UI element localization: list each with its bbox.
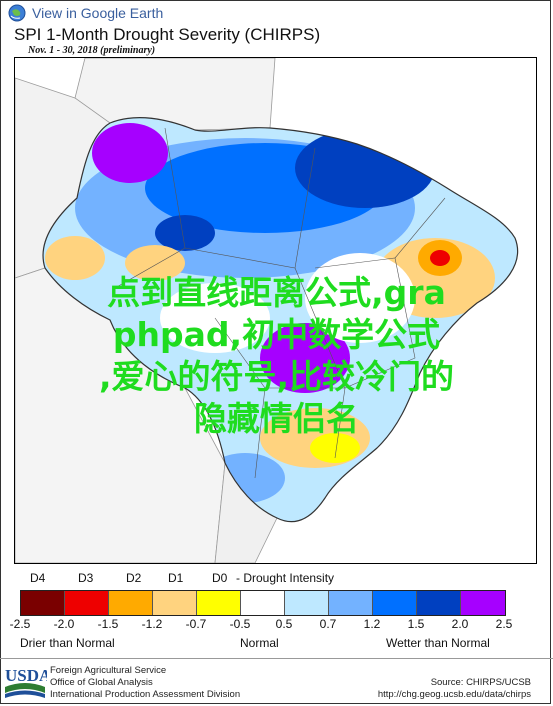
drought-map	[14, 57, 537, 564]
legend-swatch-9	[417, 591, 461, 615]
legend-tick-label: -0.7	[185, 617, 207, 631]
neighbor-country-north	[74, 58, 276, 131]
svg-text:USDA: USDA	[5, 666, 47, 685]
legend-tick-label: -0.5	[229, 617, 251, 631]
legend-tick-label: -1.5	[97, 617, 119, 631]
drought-class-d0: D0	[212, 571, 228, 585]
overlay-line: 隐藏情侣名	[194, 399, 359, 438]
legend-swatch-6	[285, 591, 329, 615]
legend-tick-label: 0.7	[319, 617, 337, 631]
agency-block: Foreign Agricultural Service Office of G…	[50, 665, 240, 701]
legend-tick-label: -2.5	[9, 617, 31, 631]
drought-intensity-caption: - Drought Intensity	[236, 571, 335, 585]
overlay-line: phpad,初中数学公式	[112, 315, 441, 354]
drought-class-d2: D2	[126, 571, 142, 585]
drought-class-d3: D3	[78, 571, 94, 585]
legend-swatch-4	[197, 591, 241, 615]
legend-swatch-2	[109, 591, 153, 615]
legend-tick-label: 2.5	[495, 617, 513, 631]
legend-swatch-5	[241, 591, 285, 615]
legend-swatch-1	[65, 591, 109, 615]
legend-category-labels: Drier than Normal Normal Wetter than Nor…	[0, 636, 553, 652]
legend-swatch-8	[373, 591, 417, 615]
footer: USDA Foreign Agricultural Service Office…	[0, 658, 553, 705]
source-line: Source: CHIRPS/UCSB	[430, 677, 531, 688]
overlay-line: 点到直线距离公式,gra	[107, 273, 446, 312]
legend-swatch-10	[461, 591, 505, 615]
agency-line: Foreign Agricultural Service	[50, 665, 167, 676]
legend-tick-label: 0.5	[275, 617, 293, 631]
legend-swatch-7	[329, 591, 373, 615]
drought-class-d4: D4	[30, 571, 46, 585]
legend-tick-labels: -2.5 -2.0 -1.5 -1.2 -0.7 -0.5 0.5 0.7 1.2 1.5 2.0 2…	[0, 617, 553, 633]
agency-line: International Production Assessment Divi…	[50, 689, 241, 700]
drier-than-normal-label: Drier than Normal	[20, 636, 115, 650]
map-subtitle: Nov. 1 - 30, 2018 (preliminary)	[28, 45, 156, 56]
brazil-border	[42, 117, 519, 523]
legend-tick-label: -2.0	[53, 617, 75, 631]
overlay-line: ,爱心的符号,比较冷门的	[98, 357, 455, 396]
usda-logo: USDA	[5, 666, 47, 698]
legend-swatch-0	[21, 591, 65, 615]
legend-tick-label: 1.5	[407, 617, 425, 631]
drought-map-canvas	[15, 58, 536, 563]
normal-label: Normal	[240, 636, 279, 650]
state-boundaries	[114, 127, 446, 479]
overlay-watermark-text: 点到直线距离公式,gra phpad,初中数学公式 ,爱心的符号,比较冷门的 隐…	[0, 272, 553, 440]
wetter-than-normal-label: Wetter than Normal	[386, 636, 490, 650]
agency-line: Office of Global Analysis	[50, 677, 153, 688]
legend-tick-label: 1.2	[363, 617, 381, 631]
legend-color-bar	[20, 590, 506, 616]
view-in-google-earth-link[interactable]: View in Google Earth	[8, 4, 163, 22]
drought-class-labels: D4 D3 D2 D1 D0 - Drought Intensity	[0, 571, 553, 587]
legend-tick-label: 2.0	[451, 617, 469, 631]
source-url-link[interactable]: http://chg.geog.ucsb.edu/data/chirps	[377, 689, 531, 700]
map-title: SPI 1-Month Drought Severity (CHIRPS)	[14, 25, 321, 44]
source-block: Source: CHIRPS/UCSB http://chg.geog.ucsb…	[378, 677, 531, 701]
google-earth-icon	[8, 4, 26, 22]
legend-tick-label: -1.2	[141, 617, 163, 631]
google-earth-link-label[interactable]: View in Google Earth	[32, 5, 164, 21]
legend-swatch-3	[153, 591, 197, 615]
drought-class-d1: D1	[168, 571, 184, 585]
